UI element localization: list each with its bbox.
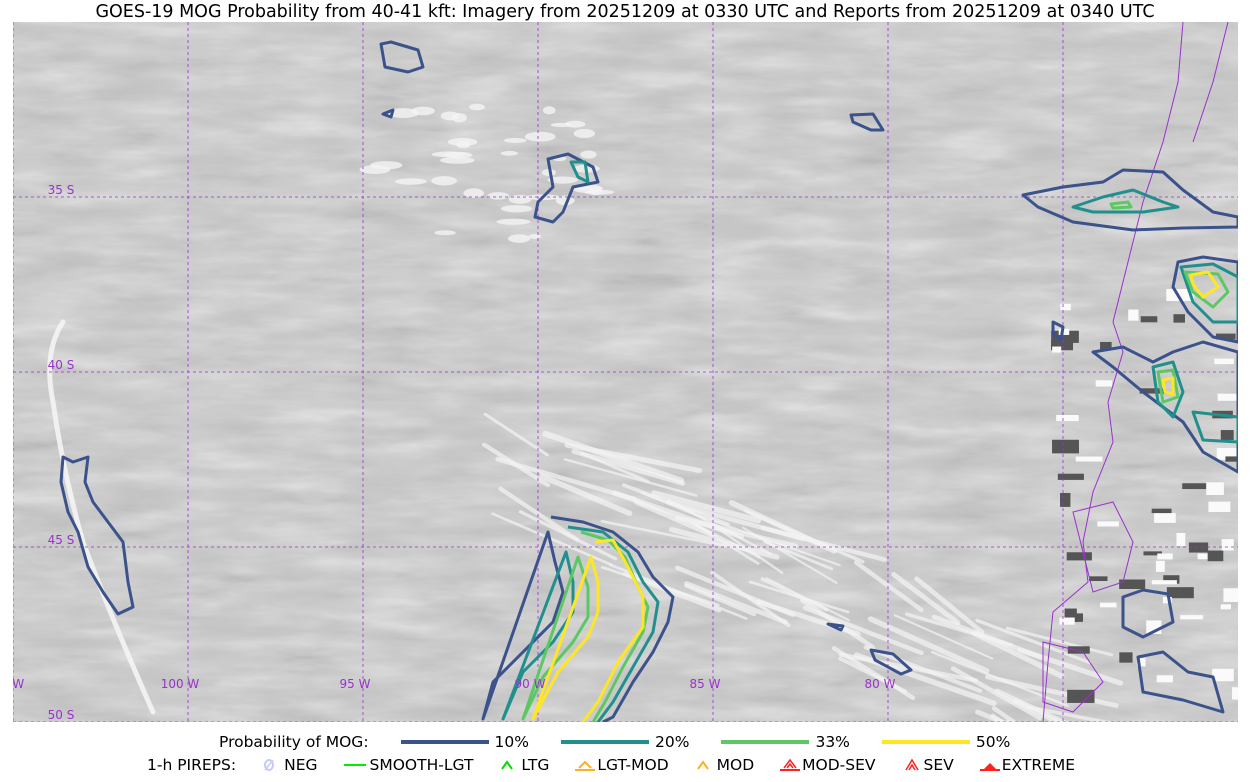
longitude-label: 85 W bbox=[690, 677, 721, 691]
pirep-legend-item: MOD-SEV bbox=[780, 756, 876, 774]
lat-lon-grid bbox=[13, 22, 1238, 722]
satellite-map[interactable]: 105 W 100 W 95 W 90 W 85 W 80 W 35 S 40 S 45 S 50… bbox=[13, 22, 1238, 722]
contour-10pct bbox=[1121, 588, 1225, 714]
longitude-label: 100 W bbox=[161, 677, 200, 691]
latitude-label: 35 S bbox=[48, 183, 75, 197]
pirep-legend-title: 1-h PIREPS: bbox=[147, 756, 237, 774]
pirep-label: MOD bbox=[716, 756, 755, 774]
longitude-label: 80 W bbox=[865, 677, 896, 691]
legend-swatch-10pct bbox=[400, 740, 489, 744]
contour-33pct bbox=[1183, 270, 1230, 309]
line-icon bbox=[343, 764, 366, 766]
contour-33pct bbox=[521, 530, 650, 722]
contour-10pct bbox=[379, 40, 425, 74]
contour-20pct bbox=[501, 525, 660, 722]
contour-10pct bbox=[381, 108, 395, 119]
contour-20pct bbox=[569, 160, 590, 184]
legend-swatch-33pct bbox=[721, 740, 810, 744]
contour-10pct bbox=[826, 622, 913, 676]
contour-50pct bbox=[1189, 270, 1220, 299]
latitude-label: 40 S bbox=[48, 358, 75, 372]
contour-10pct bbox=[849, 112, 885, 132]
pirep-label: LGT-MOD bbox=[597, 756, 669, 774]
contour-33pct bbox=[1156, 368, 1180, 404]
caret-icon bbox=[501, 760, 514, 770]
pirep-label: SMOOTH-LGT bbox=[369, 756, 474, 774]
pirep-label: SEV bbox=[923, 756, 954, 774]
pirep-legend-item: SMOOTH-LGT bbox=[343, 756, 474, 774]
legend-label: 20% bbox=[655, 733, 690, 751]
legend-label: 10% bbox=[494, 733, 529, 751]
pirep-legend-item: NEG bbox=[262, 756, 318, 774]
contour-10pct bbox=[1171, 255, 1238, 344]
longitude-label: 95 W bbox=[340, 677, 371, 691]
contour-10pct bbox=[1091, 340, 1238, 474]
pirep-legend-item: EXTREME bbox=[979, 756, 1076, 774]
contour-50pct bbox=[531, 538, 645, 722]
filled-triangle-icon bbox=[979, 763, 1000, 771]
caret-bar-icon bbox=[575, 760, 596, 771]
latitude-label: 50 S bbox=[48, 708, 75, 722]
longitude-label: 105 W bbox=[13, 677, 24, 691]
contour-10pct bbox=[59, 455, 135, 616]
coastline bbox=[1042, 22, 1229, 722]
caret-icon bbox=[696, 760, 709, 770]
pirep-label: NEG bbox=[284, 756, 318, 774]
contour-10pct bbox=[481, 515, 675, 722]
contour-20pct bbox=[1151, 360, 1238, 444]
longitude-label: 90 W bbox=[515, 677, 546, 691]
pirep-label: MOD-SEV bbox=[802, 756, 876, 774]
pirep-legend: 1-h PIREPS: NEG SMOOTH-LGT LTG LGT-MOD MOD MO… bbox=[147, 756, 1075, 774]
double-caret-icon bbox=[904, 758, 919, 771]
contour-33pct bbox=[1109, 200, 1133, 210]
contour-10pct bbox=[1051, 320, 1065, 342]
contour-20pct bbox=[1071, 188, 1180, 214]
legend-swatch-50pct bbox=[881, 740, 970, 744]
pirep-label: LTG bbox=[521, 756, 550, 774]
pirep-legend-item: LTG bbox=[499, 756, 549, 774]
map-title: GOES-19 MOG Probability from 40-41 kft: … bbox=[95, 2, 1155, 22]
pirep-label: EXTREME bbox=[1001, 756, 1076, 774]
contour-20pct bbox=[1179, 262, 1238, 324]
legend-label: 50% bbox=[975, 733, 1011, 751]
legend-swatch-20pct bbox=[561, 740, 649, 744]
mog-contours bbox=[59, 40, 1238, 722]
double-caret-bar-icon bbox=[780, 758, 801, 771]
contour-50pct bbox=[1161, 376, 1175, 396]
neg-icon bbox=[264, 759, 275, 771]
pirep-legend-item: LGT-MOD bbox=[575, 756, 669, 774]
legend-label: 33% bbox=[815, 733, 850, 751]
pirep-legend-item: SEV bbox=[902, 756, 954, 774]
latitude-label: 45 S bbox=[48, 533, 75, 547]
contour-10pct bbox=[1021, 168, 1238, 232]
probability-legend-title: Probability of MOG: bbox=[219, 733, 369, 751]
pirep-legend-item: MOD bbox=[695, 756, 755, 774]
probability-legend: Probability of MOG: 10% 20% 33% 50% bbox=[219, 733, 1010, 751]
